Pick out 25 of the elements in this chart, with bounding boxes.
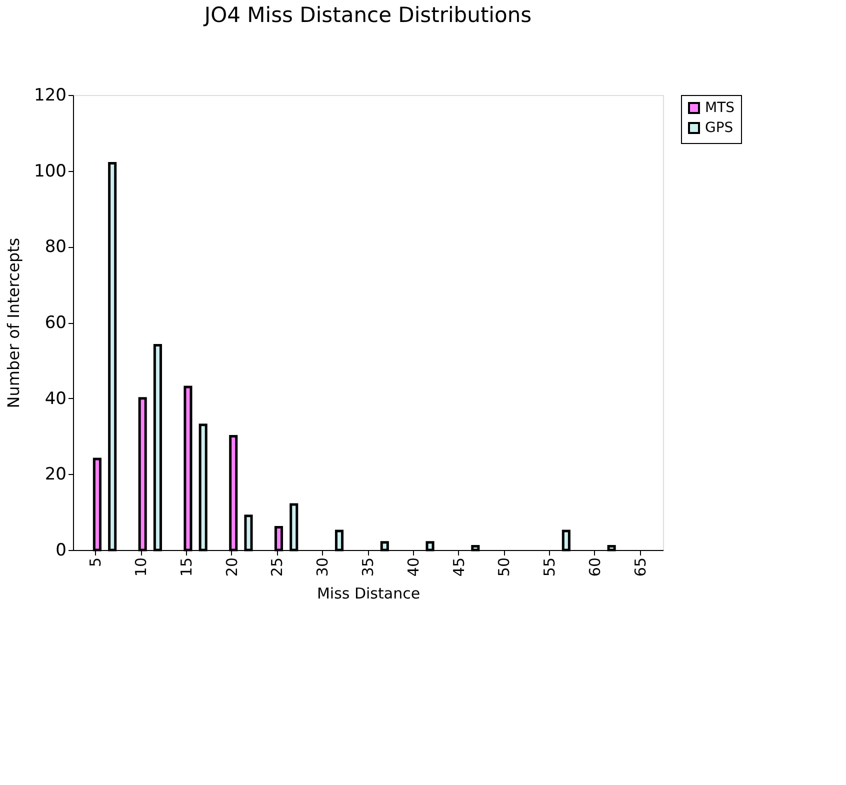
x-tick-label: 55 — [540, 558, 559, 577]
x-tick-label: 5 — [86, 558, 105, 568]
chart-title: JO4 Miss Distance Distributions — [202, 3, 532, 27]
x-tick-label: 10 — [132, 558, 150, 577]
x-axis-title: Miss Distance — [316, 584, 420, 603]
y-tick-label: 80 — [44, 237, 66, 258]
x-tick-label: 50 — [495, 558, 514, 577]
y-tick-label: 0 — [56, 540, 66, 560]
y-tick-label: 120 — [34, 86, 66, 106]
legend-label: MTS — [705, 100, 735, 116]
x-tick-label: 40 — [404, 558, 422, 577]
y-axis-title: Number of Intercepts — [4, 238, 24, 408]
x-tick-label: 65 — [631, 558, 650, 577]
x-tick-label: 25 — [268, 558, 286, 577]
y-tick-label: 40 — [44, 388, 66, 409]
x-tick-label: 45 — [450, 558, 468, 577]
legend-label: GPS — [705, 120, 734, 136]
y-tick-label: 20 — [44, 464, 66, 485]
x-tick-label: 30 — [314, 558, 332, 577]
y-tick-label: 60 — [44, 313, 66, 333]
x-tick-label: 15 — [177, 558, 196, 577]
x-tick-label: 60 — [586, 558, 604, 577]
y-tick-label: 100 — [34, 161, 66, 182]
x-tick-label: 35 — [359, 558, 377, 577]
x-tick-label: 20 — [222, 558, 241, 577]
